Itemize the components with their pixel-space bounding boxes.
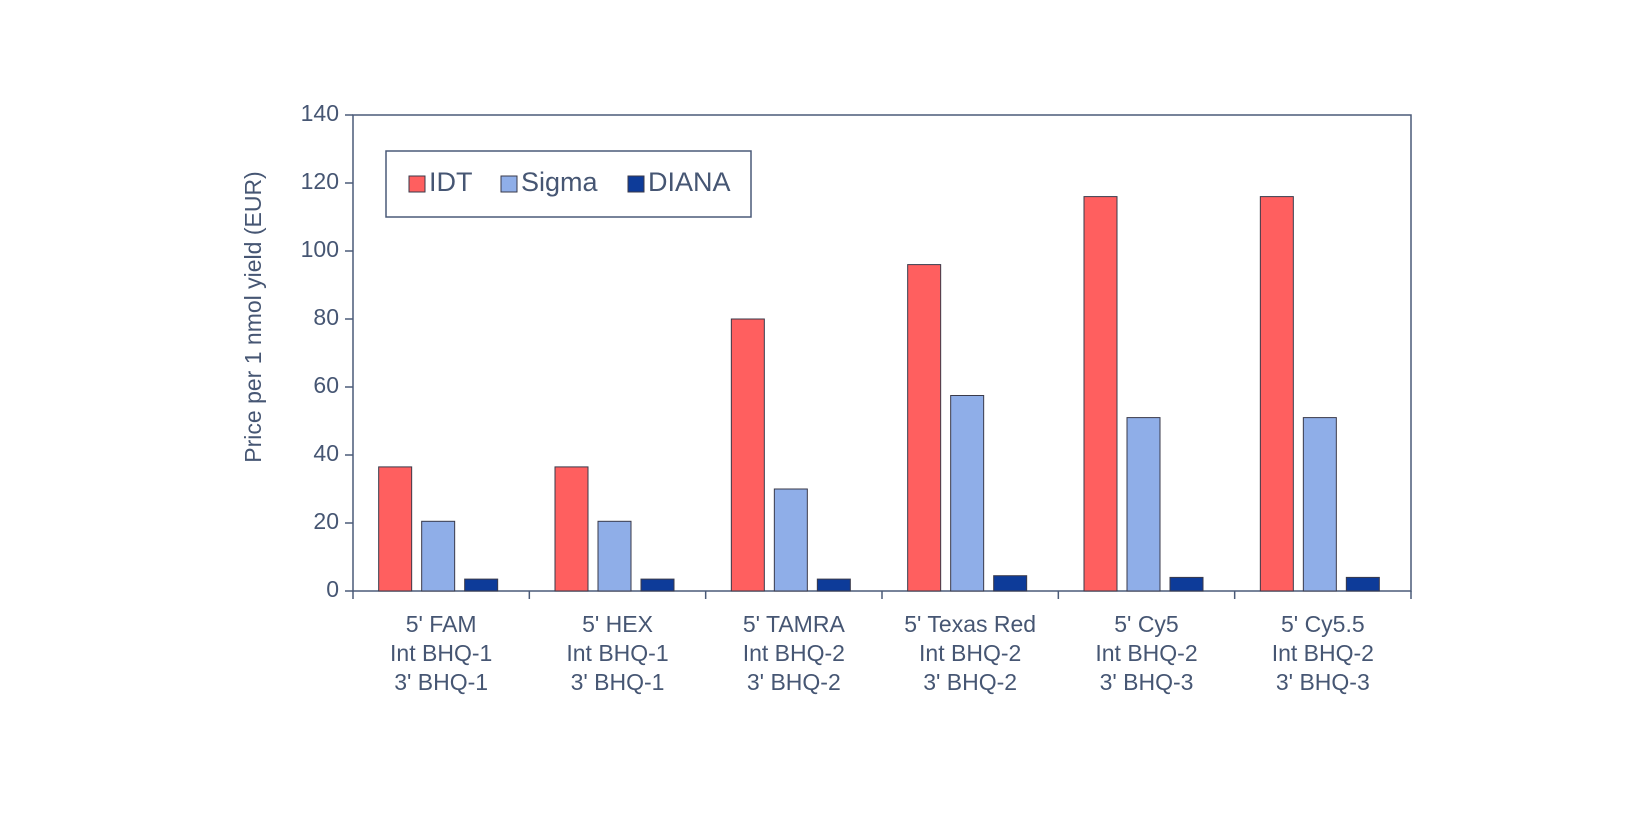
y-axis-label: Price per 1 nmol yield (EUR) [240, 171, 266, 462]
x-tick-label: Int BHQ-2 [1272, 640, 1374, 666]
bar-sigma [421, 520, 456, 592]
bar-diana [993, 575, 1028, 592]
bar-sigma [1302, 417, 1337, 592]
x-tick-label: 5' Texas Red [904, 611, 1036, 637]
bar-idt [1259, 196, 1294, 592]
legend-label-sigma: Sigma [521, 167, 599, 197]
y-tick-label: 80 [313, 304, 339, 330]
bar-sigma [950, 395, 985, 592]
legend-swatch-idt [408, 175, 426, 193]
x-tick-label: Int BHQ-1 [390, 640, 492, 666]
bar-idt [730, 318, 765, 592]
y-tick-label: 0 [326, 576, 339, 602]
x-tick-label: 3' BHQ-1 [571, 669, 665, 695]
x-tick-label: 5' FAM [406, 611, 477, 637]
x-tick-label: 5' TAMRA [743, 611, 846, 637]
x-tick-label: 3' BHQ-2 [747, 669, 841, 695]
x-tick-label: 5' Cy5 [1114, 611, 1178, 637]
bar-diana [1345, 576, 1380, 592]
bar-idt [1083, 196, 1118, 592]
y-tick-label: 100 [301, 236, 339, 262]
x-tick-label: 3' BHQ-3 [1276, 669, 1370, 695]
legend-swatch-diana [627, 175, 645, 193]
x-tick-label: 3' BHQ-1 [394, 669, 488, 695]
bar-idt [378, 466, 413, 592]
x-tick-label: Int BHQ-2 [743, 640, 845, 666]
axis-layer: 0 20 40 60 80 100 120 140 5' FAM Int BHQ-1 3' BHQ-… [301, 100, 1412, 695]
x-tick-label: 3' BHQ-3 [1100, 669, 1194, 695]
legend: IDT Sigma DIANA [385, 150, 752, 218]
x-tick-label: 5' Cy5.5 [1281, 611, 1365, 637]
y-tick-label: 20 [313, 508, 339, 534]
x-tick-label: 5' HEX [582, 611, 653, 637]
bars-layer [378, 196, 1380, 592]
x-tick-label: Int BHQ-2 [919, 640, 1021, 666]
legend-box [385, 150, 752, 218]
bar-sigma [1126, 417, 1161, 592]
bar-diana [640, 578, 675, 592]
bar-sigma [773, 488, 808, 592]
bar-sigma [597, 520, 632, 592]
y-tick-label: 40 [313, 440, 339, 466]
y-tick-label: 120 [301, 168, 339, 194]
bar-diana [816, 578, 851, 592]
bar-idt [907, 264, 942, 592]
legend-label-diana: DIANA [648, 167, 731, 197]
y-tick-label: 140 [301, 100, 339, 126]
legend-swatch-sigma [500, 175, 518, 193]
x-tick-label: Int BHQ-1 [566, 640, 668, 666]
x-tick-label: 3' BHQ-2 [923, 669, 1017, 695]
bar-diana [464, 578, 499, 592]
bar-diana [1169, 576, 1204, 592]
y-tick-label: 60 [313, 372, 339, 398]
x-tick-label: Int BHQ-2 [1095, 640, 1197, 666]
legend-label-idt: IDT [429, 167, 473, 197]
bar-idt [554, 466, 589, 592]
